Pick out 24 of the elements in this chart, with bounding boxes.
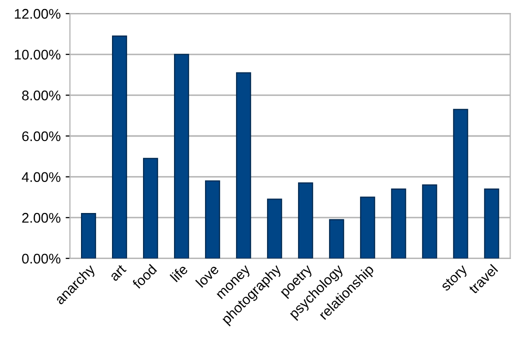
bar [112, 35, 128, 258]
y-tick-label: 2.00% [22, 212, 60, 223]
bar [143, 158, 158, 258]
bar [236, 72, 252, 258]
bar [360, 196, 376, 258]
bar [422, 184, 438, 258]
bar [329, 219, 344, 258]
bar [174, 54, 190, 258]
bar [205, 180, 220, 258]
y-tick-label: 4.00% [22, 172, 60, 182]
x-tick-label: life [170, 264, 188, 282]
bar [391, 188, 406, 258]
y-tick-label: 8.00% [22, 90, 60, 100]
y-tick-label: 6.00% [22, 131, 60, 142]
y-tick-label: 0.00% [22, 254, 60, 264]
bar [267, 198, 282, 258]
bar [298, 182, 314, 258]
bar [81, 212, 96, 258]
x-tick-label: love [195, 264, 220, 288]
y-tick-label: 10.00% [14, 50, 60, 60]
bar [453, 108, 468, 258]
y-tick-label: 12.00% [14, 8, 60, 19]
bar [484, 188, 500, 258]
x-tick-label: art [109, 264, 127, 282]
